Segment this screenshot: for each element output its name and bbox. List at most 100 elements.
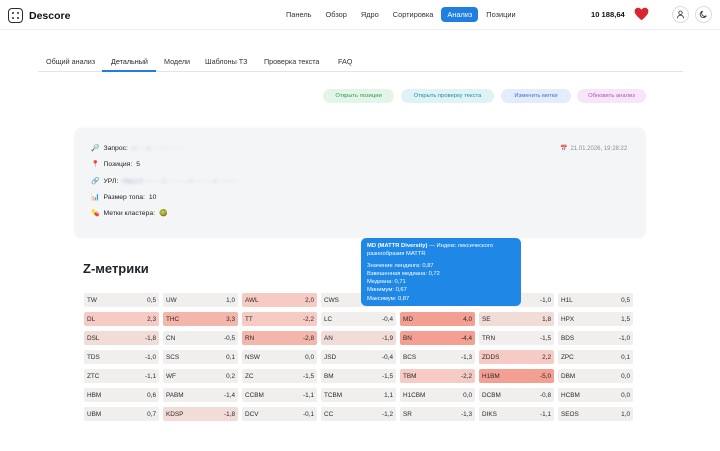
metric-cell[interactable]: AWL 2,0 — [242, 293, 317, 307]
main-nav: Панель Обзор Ядро Сортировка Анализ Пози… — [280, 7, 524, 22]
metric-cell[interactable]: WF 0,2 — [163, 369, 238, 383]
nav-item-analysis[interactable]: Анализ — [441, 7, 479, 22]
profile-button[interactable] — [672, 6, 689, 23]
metric-name: HCBM — [561, 391, 580, 399]
metric-cell[interactable]: SE 1,8 — [479, 312, 554, 326]
tab-general[interactable]: Общий анализ — [46, 57, 96, 66]
metric-cell[interactable]: ZPC 0,1 — [558, 350, 633, 364]
open-text-check-button[interactable]: Открыть проверку текста — [401, 89, 494, 103]
metric-value: 1,0 — [226, 296, 235, 304]
metric-cell[interactable]: HCBM 0,0 — [558, 388, 633, 402]
metric-cell[interactable]: TW 0,5 — [84, 293, 159, 307]
metric-cell[interactable]: RN -2,8 — [242, 331, 317, 345]
edit-labels-button[interactable]: Изменить метки — [501, 89, 571, 103]
pill-icon: 💊 — [91, 210, 100, 217]
metric-name: BDS — [561, 334, 575, 342]
active-tab-indicator — [102, 70, 156, 72]
nav-item-overview[interactable]: Обзор — [325, 10, 347, 19]
metric-cell[interactable]: DSL -1,8 — [84, 331, 159, 345]
metric-cell[interactable]: THC 3,3 — [163, 312, 238, 326]
metric-cell[interactable]: DIKS -1,1 — [479, 407, 554, 421]
metric-cell[interactable]: DCBM -0,8 — [479, 388, 554, 402]
metric-cell[interactable]: ZDDS 2,2 — [479, 350, 554, 364]
metric-cell[interactable]: KDSP -1,8 — [163, 407, 238, 421]
metric-value: 1,5 — [621, 315, 630, 323]
metric-cell[interactable]: AN -1,9 — [321, 331, 396, 345]
app-logo[interactable]: Descore — [8, 8, 70, 23]
metric-value: -1,5 — [381, 372, 393, 380]
metric-cell[interactable]: BN -4,4 — [400, 331, 475, 345]
metric-cell[interactable]: ZTC -1,1 — [84, 369, 159, 383]
pin-icon: 📍 — [91, 161, 100, 168]
metric-cell[interactable]: ZC -1,5 — [242, 369, 317, 383]
tab-detailed[interactable]: Детальный — [111, 57, 148, 66]
metric-name: TDS — [87, 353, 100, 361]
metric-cell[interactable]: NSW 0,0 — [242, 350, 317, 364]
metric-name: TT — [245, 315, 253, 323]
tab-models[interactable]: Модели — [164, 57, 191, 66]
metric-cell[interactable]: DL 2,3 — [84, 312, 159, 326]
metric-cell[interactable]: TBM -2,2 — [400, 369, 475, 383]
metric-value: 0,7 — [147, 410, 156, 418]
metric-value: -2,2 — [302, 315, 314, 323]
metric-cell[interactable]: TDS -1,0 — [84, 350, 159, 364]
refresh-analysis-button[interactable]: Обновить анализ — [577, 89, 646, 103]
metric-cell[interactable]: BCS -1,3 — [400, 350, 475, 364]
analysis-info-card: 🔎 Запрос: «·····» ······· ······ 📍 Позиц… — [75, 128, 645, 236]
position-label: Позиция: — [103, 160, 133, 168]
nav-item-panel[interactable]: Панель — [286, 10, 312, 19]
metric-value: 1,8 — [542, 315, 551, 323]
metric-cell[interactable]: MD 4,0 — [400, 312, 475, 326]
metric-name: JSD — [324, 353, 337, 361]
metric-cell[interactable]: H1CBM 0,0 — [400, 388, 475, 402]
top-size-row: 📊 Размер топа: 10 — [91, 193, 156, 202]
url-value[interactable]: https://·········/···········/··········… — [122, 177, 237, 185]
nav-item-core[interactable]: Ядро — [360, 10, 379, 19]
metric-value: -2,8 — [302, 334, 314, 342]
metric-value: 0,5 — [621, 296, 630, 304]
open-positions-button[interactable]: Открыть позиции — [323, 89, 394, 103]
nav-item-sorting[interactable]: Сортировка — [392, 10, 434, 19]
metric-cell[interactable]: HPX 1,5 — [558, 312, 633, 326]
metric-cell[interactable]: DCV -0,1 — [242, 407, 317, 421]
metric-name: BN — [403, 334, 412, 342]
metric-cell[interactable]: TRN -1,5 — [479, 331, 554, 345]
metric-cell[interactable]: BDS -1,0 — [558, 331, 633, 345]
kiwi-icon: 🥝 — [159, 210, 168, 217]
heart-icon[interactable] — [634, 7, 649, 21]
metric-cell[interactable]: CC -1,2 — [321, 407, 396, 421]
metric-cell[interactable]: DBM 0,0 — [558, 369, 633, 383]
metric-cell[interactable]: UW 1,0 — [163, 293, 238, 307]
calendar-icon: 📅 — [560, 146, 568, 152]
metric-cell[interactable]: CCBM -1,1 — [242, 388, 317, 402]
metric-name: DIKS — [482, 410, 497, 418]
metric-cell[interactable]: JSD -0,4 — [321, 350, 396, 364]
query-row: 🔎 Запрос: «·····» ······· ······ — [91, 144, 184, 153]
tab-faq[interactable]: FAQ — [338, 57, 353, 66]
url-row: 🔗 УРЛ: https://·········/···········/···… — [91, 177, 237, 186]
theme-toggle-button[interactable] — [695, 6, 712, 23]
metric-cell[interactable]: PABM -1,4 — [163, 388, 238, 402]
metric-cell[interactable]: SCS 0,1 — [163, 350, 238, 364]
metric-cell[interactable]: LC -0,4 — [321, 312, 396, 326]
metric-value: -1,3 — [460, 353, 472, 361]
nav-item-positions[interactable]: Позиции — [486, 10, 516, 19]
metric-cell[interactable]: SR -1,3 — [400, 407, 475, 421]
metric-cell[interactable]: SEOS 1,0 — [558, 407, 633, 421]
metric-cell[interactable]: TT -2,2 — [242, 312, 317, 326]
metric-cell[interactable]: CN -0,5 — [163, 331, 238, 345]
metric-cell[interactable]: TCBM 1,1 — [321, 388, 396, 402]
metric-cell[interactable]: H1BM -5,0 — [479, 369, 554, 383]
metric-cell[interactable]: H1L 0,5 — [558, 293, 633, 307]
metric-name: ZPC — [561, 353, 574, 361]
metric-name: AN — [324, 334, 333, 342]
tab-text-check[interactable]: Проверка текста — [264, 57, 320, 66]
metric-value: -1,5 — [539, 334, 551, 342]
tab-templates[interactable]: Шаблоны ТЗ — [205, 57, 248, 66]
metric-name: TW — [87, 296, 97, 304]
metric-cell[interactable]: BM -1,5 — [321, 369, 396, 383]
metric-cell[interactable]: HBM 0,6 — [84, 388, 159, 402]
metric-cell[interactable]: UBM 0,7 — [84, 407, 159, 421]
metric-value: -1,1 — [539, 410, 551, 418]
metric-value: 2,0 — [305, 296, 314, 304]
